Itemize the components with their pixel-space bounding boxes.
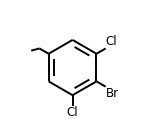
Text: Cl: Cl	[106, 35, 117, 48]
Text: Cl: Cl	[67, 106, 78, 119]
Text: Br: Br	[106, 87, 119, 100]
